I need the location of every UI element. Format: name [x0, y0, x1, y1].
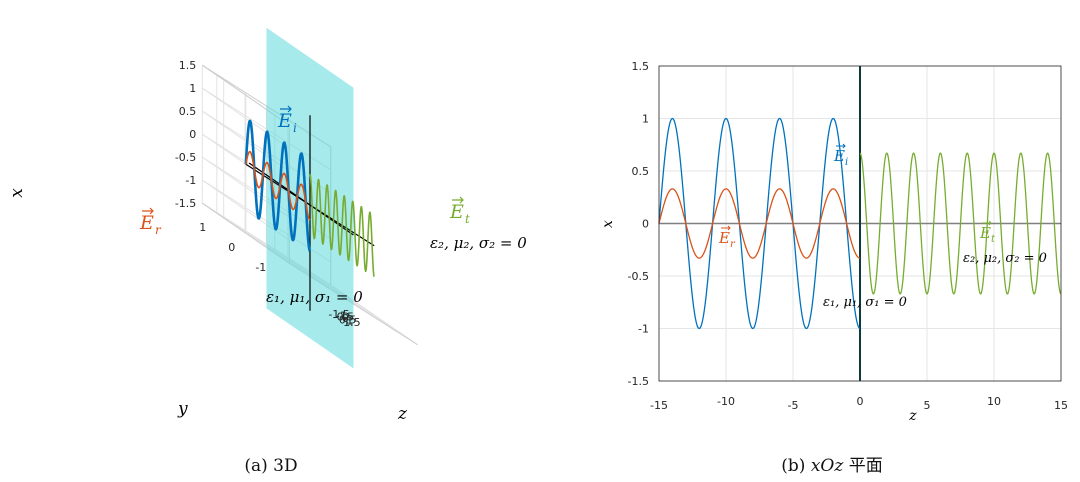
- 3d-ytick-label: -1: [255, 261, 266, 274]
- xoz-label-Ei: E i: [833, 143, 848, 168]
- 3d-xtick-label: -1.5: [175, 197, 196, 210]
- 3d-series-E_r: [245, 150, 311, 221]
- 3d-label-Er-sub: r: [155, 223, 162, 237]
- 3d-label-Ei-sub: i: [293, 121, 297, 135]
- xoz-label-Et-main: E: [979, 224, 991, 242]
- xoz-wave-curves: [658, 66, 1062, 381]
- xoz-ytick-label: 0.5: [632, 165, 650, 178]
- 3d-xtick-label: 1: [189, 82, 196, 95]
- xoz-xlabel: z: [908, 408, 917, 424]
- xoz-label-Er-main: E: [718, 229, 730, 247]
- xoz-xtick-label: 5: [924, 399, 931, 412]
- 3d-series-E_i: [244, 119, 312, 252]
- 3d-medium2-label: ε₂, μ₂, σ₂ = 0: [430, 234, 527, 252]
- 3d-ztick-label: -0.5: [333, 311, 354, 324]
- xoz-label-Er-sub: r: [730, 239, 736, 250]
- vector-arrow-icon: [280, 105, 292, 113]
- xoz-caption-math: xOz: [811, 456, 845, 476]
- panel-3d: 1.510.50-0.5-1-1.510-11.510.50-0.5-1-1.5…: [7, 27, 527, 476]
- vector-arrow-icon: [721, 225, 731, 231]
- 3d-wave-curves: [244, 119, 375, 278]
- xoz-series-E_t: [859, 152, 1062, 295]
- 3d-ztick-label: 1.5: [343, 316, 361, 329]
- 3d-label-Et-sub: t: [465, 212, 470, 226]
- xoz-ytick-label: 0: [642, 218, 649, 231]
- xoz-series-E_r: [658, 188, 861, 259]
- xoz-ytick-label: -1.5: [628, 375, 649, 388]
- 3d-label-Et-main: E: [449, 201, 464, 223]
- 3d-series-E_t: [309, 173, 375, 278]
- 3d-ztick-label: 0.5: [339, 313, 357, 326]
- xoz-xtick-label: -10: [717, 395, 735, 408]
- xoz-xtick-label: -5: [788, 399, 799, 412]
- xoz-label-Ei-sub: i: [845, 157, 848, 168]
- 3d-label-Er-main: E: [139, 212, 154, 234]
- xoz-ytick-label: -0.5: [628, 270, 649, 283]
- 3d-xtick-label: 0.5: [179, 105, 197, 118]
- xoz-medium1-label: ε₁, μ₁, σ₁ = 0: [823, 295, 907, 310]
- vector-arrow-icon: [982, 220, 992, 226]
- 3d-zlabel: x: [7, 188, 27, 198]
- xoz-axes-box: [658, 65, 1062, 382]
- 3d-y-axis: [248, 162, 354, 236]
- xoz-xtick-label: 15: [1054, 399, 1068, 412]
- xoz-xtick-label: 10: [987, 395, 1001, 408]
- vector-arrow-icon: [142, 207, 154, 215]
- xoz-medium2-label: ε₂, μ₂, σ₂ = 0: [963, 251, 1047, 266]
- panel-xoz: -15 -10 -5 0 5 10 15 1.5 1 0.5 0 -0.5 -1 -1.5 z x E i…: [600, 60, 1068, 476]
- xoz-label-Et: E t: [979, 220, 996, 245]
- xoz-xtick-label: -15: [650, 399, 668, 412]
- 3d-xtick-label: -0.5: [175, 151, 196, 164]
- xoz-caption-suffix: 平面: [843, 456, 882, 476]
- 3d-ylabel: y: [177, 399, 188, 419]
- 3d-label-Er: E r: [139, 207, 162, 237]
- vector-arrow-icon: [452, 196, 464, 204]
- xoz-label-Ei-main: E: [833, 147, 845, 165]
- 3d-xtick-label: -1: [185, 174, 196, 187]
- xoz-ytick-label: -1: [638, 323, 649, 336]
- vector-arrow-icon: [836, 143, 846, 149]
- xoz-ytick-label: 1: [642, 113, 649, 126]
- 3d-xtick-label: 1.5: [179, 59, 197, 72]
- 3d-label-Ei-main: E: [277, 110, 292, 132]
- 3d-caption: (a) 3D: [244, 456, 297, 476]
- 3d-xlabel: z: [397, 404, 408, 424]
- 3d-medium1-label: ε₁, μ₁, σ₁ = 0: [266, 288, 363, 306]
- xoz-caption-main: (b): [781, 456, 811, 476]
- 3d-ytick-label: 0: [228, 241, 235, 254]
- xoz-series-E_i: [658, 117, 861, 330]
- 3d-ytick-label: 1: [199, 221, 206, 234]
- xoz-ylabel: x: [600, 220, 616, 228]
- xoz-label-Er: E r: [718, 225, 736, 250]
- 3d-ztick-label: 1: [346, 315, 353, 328]
- xoz-xtick-label: 0: [857, 395, 864, 408]
- xoz-tick-labels: -15 -10 -5 0 5 10 15 1.5 1 0.5 0 -0.5 -1 -1.5: [628, 60, 1068, 412]
- 3d-axis-lines: [245, 115, 375, 311]
- 3d-ztick-label: -1.5: [328, 308, 349, 321]
- 3d-label-Ei: E i: [277, 105, 297, 135]
- 3d-ztick-label: -1: [336, 309, 347, 322]
- 3d-tick-labels: 1.510.50-0.5-1-1.510-11.510.50-0.5-1-1.5: [175, 59, 361, 329]
- 3d-label-Et: E t: [449, 196, 470, 226]
- xoz-label-Et-sub: t: [991, 234, 996, 245]
- 3d-xtick-label: 0: [189, 128, 196, 141]
- 3d-ztick-label: 0: [342, 312, 349, 325]
- xoz-ytick-label: 1.5: [632, 60, 650, 73]
- xoz-caption: (b) xOz 平面: [781, 456, 882, 476]
